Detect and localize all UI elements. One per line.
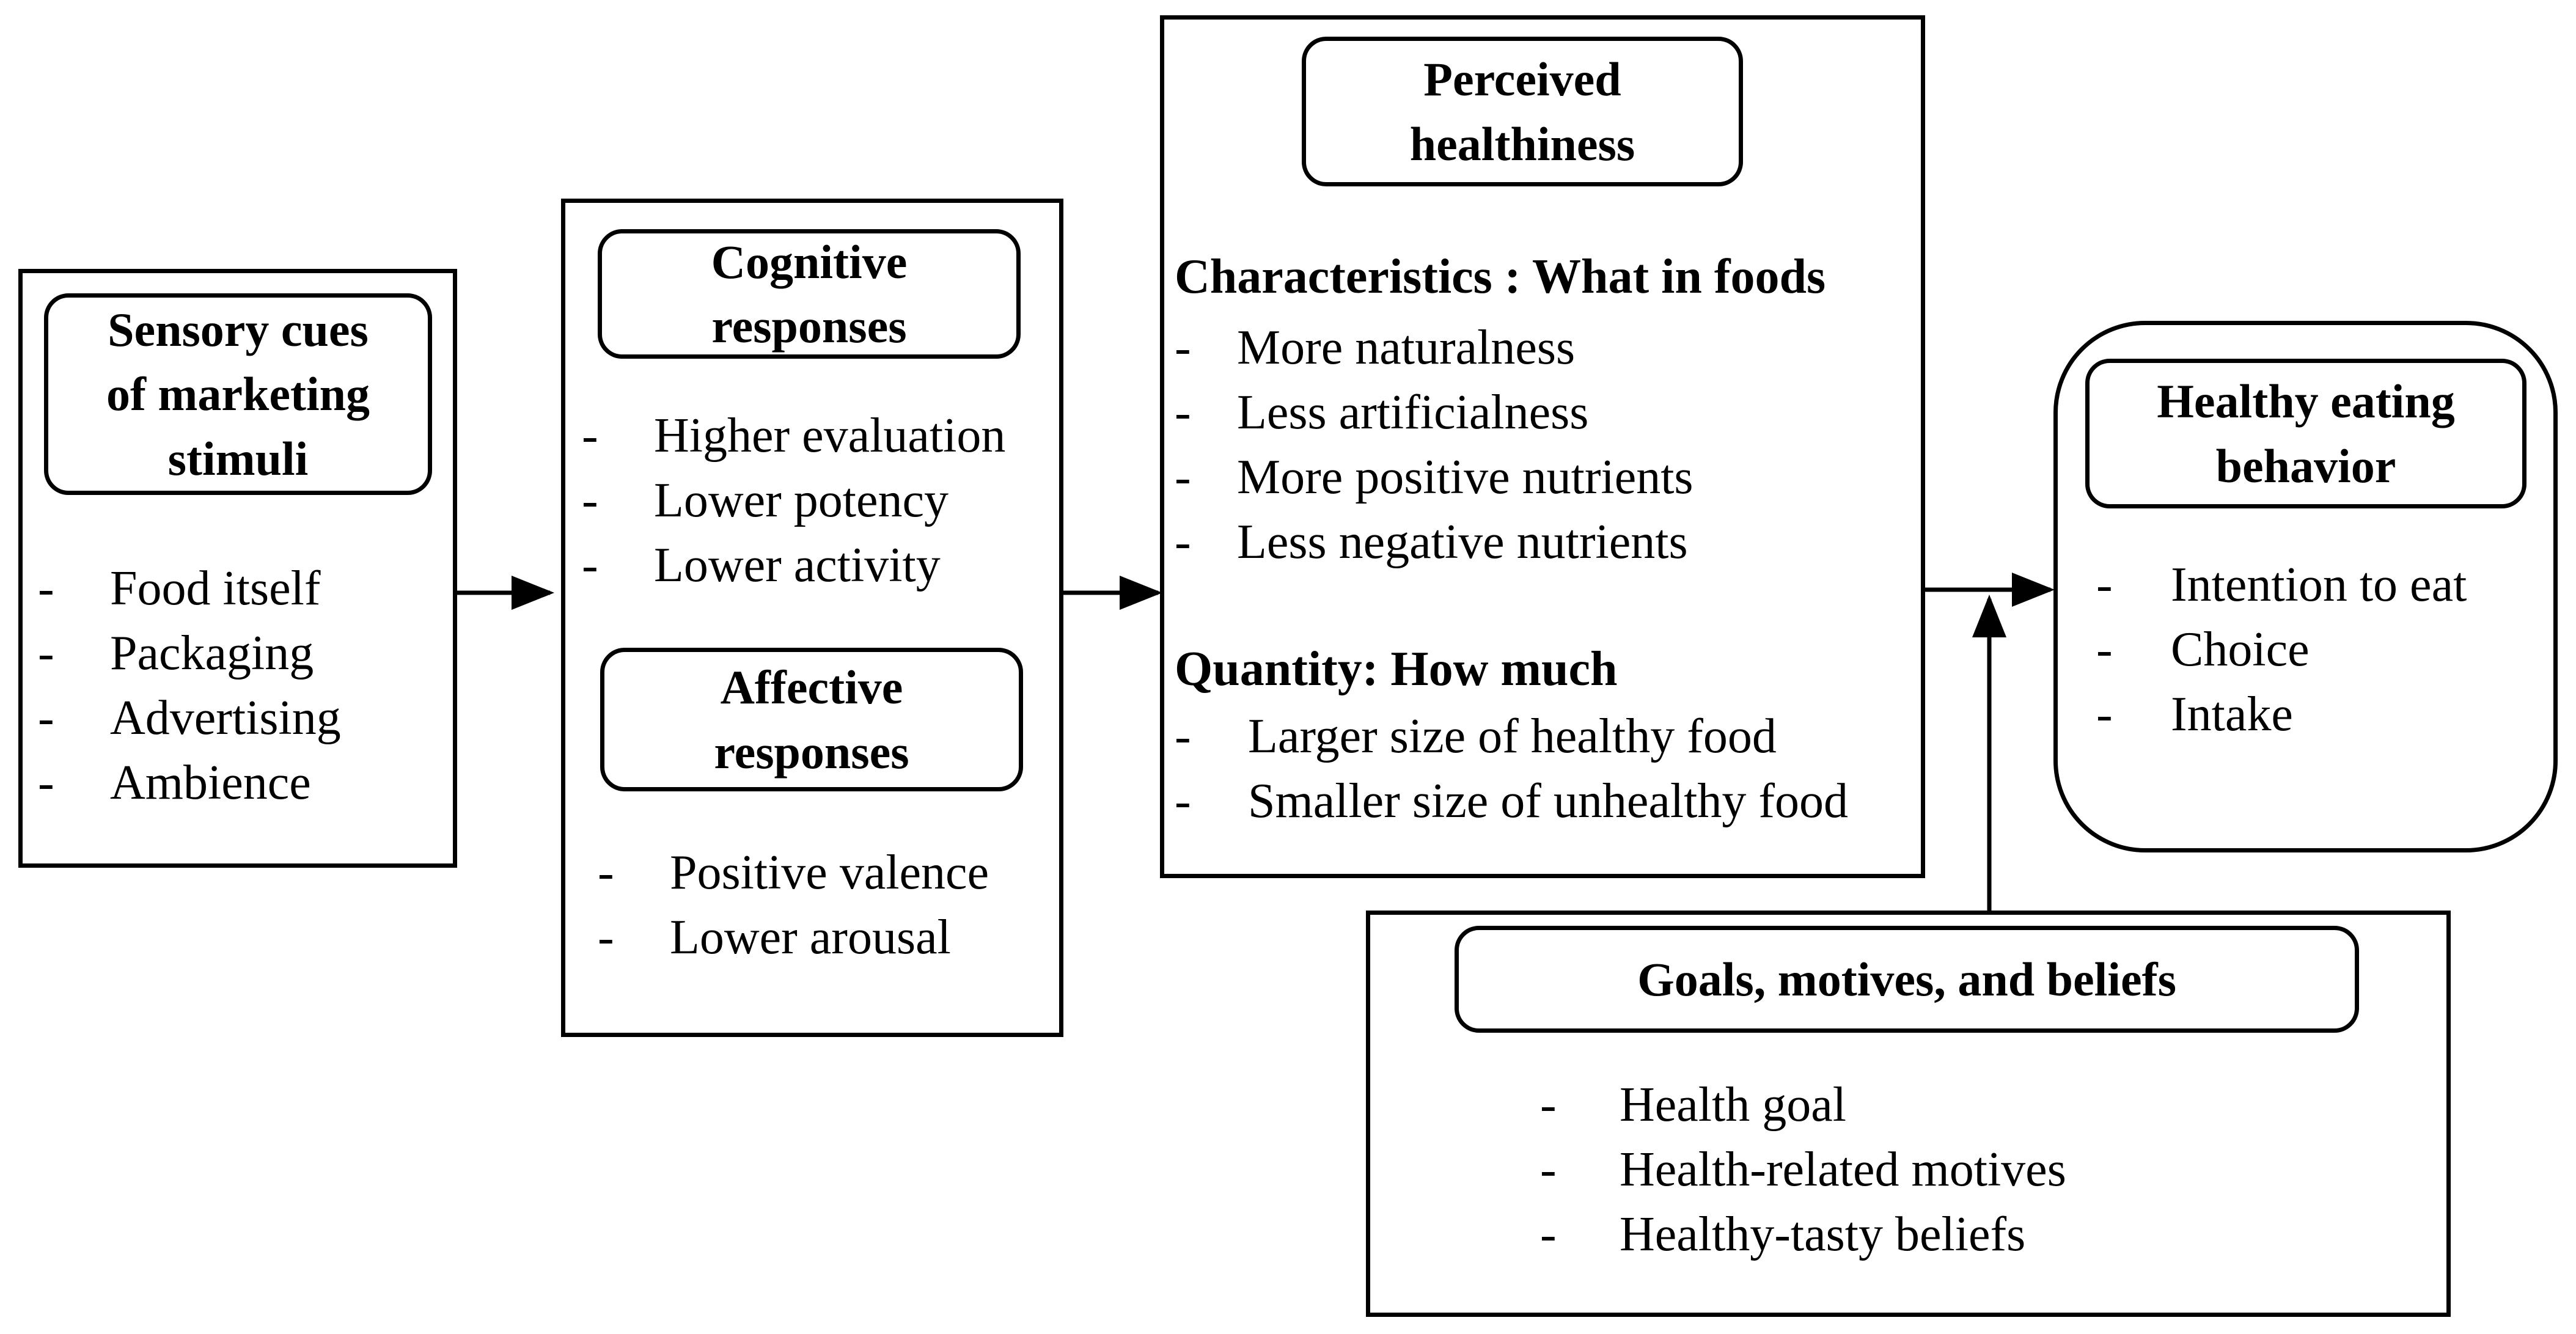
behavior-list: - Intention to eat - Choice - Intake	[2096, 552, 2467, 747]
perceived-title: Perceived healthiness	[1409, 53, 1635, 170]
sensory-cues-list: - Food itself - Packaging - Advertising - Am…	[38, 556, 341, 815]
behavior-title: Healthy eating behavior	[2157, 375, 2455, 493]
list-item: - Intake	[2096, 687, 2293, 741]
cognitive-title-box: Cognitive responses	[598, 229, 1021, 359]
list-item: - Lower arousal	[598, 911, 951, 964]
list-item: - Positive valence	[598, 846, 989, 900]
list-item: - Ambience	[38, 756, 311, 810]
list-item: - Higher evaluation	[582, 409, 1006, 463]
list-item: - Food itself	[38, 562, 321, 615]
list-item: - Intention to eat	[2096, 558, 2467, 612]
characteristics-heading: Characteristics : What in foods	[1175, 250, 1826, 304]
list-item: - Advertising	[38, 691, 341, 745]
perceived-title-box: Perceived healthiness	[1302, 37, 1743, 186]
list-item: - Choice	[2096, 623, 2310, 676]
cognitive-title: Cognitive responses	[711, 235, 908, 353]
list-item: - Less negative nutrients	[1175, 515, 1688, 569]
list-item: - Smaller size of unhealthy food	[1175, 774, 1848, 828]
goals-list: - Health goal - Health-related motives - He…	[1540, 1072, 2066, 1267]
sensory-cues-title: Sensory cues of marketing stimuli	[106, 303, 370, 485]
affective-title: Affective responses	[714, 661, 909, 779]
cognitive-list: - Higher evaluation - Lower potency - Lower…	[582, 403, 1005, 598]
affective-list: - Positive valence - Lower arousal	[598, 840, 989, 970]
list-item: - More positive nutrients	[1175, 450, 1693, 504]
list-item: - Larger size of healthy food	[1175, 709, 1777, 763]
list-item: - Health goal	[1540, 1078, 1846, 1132]
goals-title: Goals, motives, and beliefs	[1637, 952, 2176, 1006]
quantity-heading: Quantity: How much	[1175, 642, 1618, 696]
list-item: - Lower potency	[582, 474, 949, 527]
goals-title-box: Goals, motives, and beliefs	[1455, 926, 2359, 1033]
list-item: - Packaging	[38, 626, 314, 680]
list-item: - Less artificialness	[1175, 386, 1589, 439]
sensory-cues-title-box: Sensory cues of marketing stimuli	[44, 293, 432, 495]
list-item: - Health-related motives	[1540, 1143, 2066, 1197]
behavior-title-box: Healthy eating behavior	[2085, 359, 2526, 508]
list-item: - Healthy-tasty beliefs	[1540, 1208, 2026, 1261]
list-item: - Lower activity	[582, 538, 941, 592]
quantity-list: - Larger size of healthy food - Smaller si…	[1175, 704, 1848, 834]
affective-title-box: Affective responses	[600, 648, 1023, 791]
characteristics-list: - More naturalness - Less artificialness -…	[1175, 315, 1693, 574]
list-item: - More naturalness	[1175, 321, 1576, 375]
